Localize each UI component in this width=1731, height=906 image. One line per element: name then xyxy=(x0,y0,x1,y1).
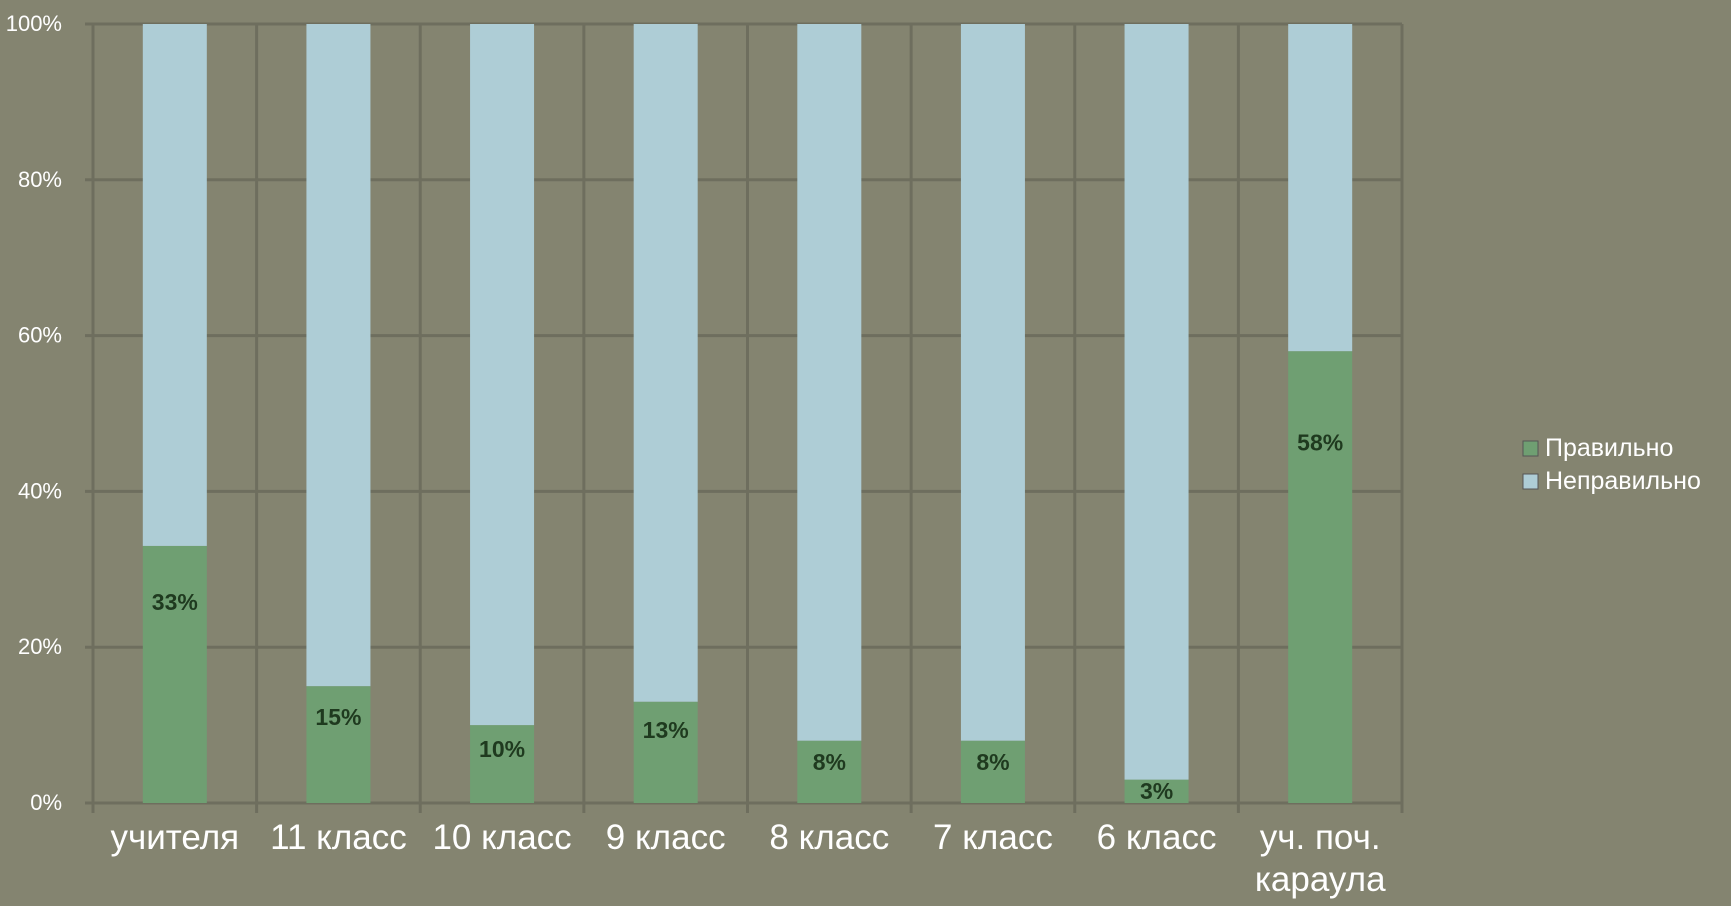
bar-incorrect xyxy=(1288,24,1353,352)
data-label: 33% xyxy=(152,589,198,615)
y-tick-label: 20% xyxy=(18,634,62,659)
bar-correct xyxy=(633,701,698,803)
y-tick-label: 80% xyxy=(18,167,62,192)
y-axis-ticks: 0% 20% 40% 60% 80% 100% xyxy=(6,11,62,815)
x-tick-label: 11 класс xyxy=(270,818,407,857)
bar-incorrect xyxy=(960,24,1025,741)
data-label: 10% xyxy=(479,736,525,762)
bar-correct xyxy=(142,545,207,803)
bar-correct xyxy=(1124,779,1189,803)
data-label: 58% xyxy=(1297,430,1343,456)
bar-correct xyxy=(470,725,535,803)
y-tick-label: 100% xyxy=(6,11,62,36)
bar-incorrect xyxy=(633,24,698,702)
y-tick-label: 0% xyxy=(30,790,62,815)
legend-swatch-incorrect xyxy=(1522,473,1539,490)
x-tick-label: 7 класс xyxy=(933,818,1053,857)
data-label: 3% xyxy=(1140,778,1173,804)
legend: Правильно Неправильно xyxy=(1522,434,1701,495)
x-axis-ticks: учителя 11 класс 10 класс 9 класс 8 класс 7 к… xyxy=(111,818,1387,899)
legend-label-correct: Правильно xyxy=(1545,434,1673,462)
bars xyxy=(142,24,1353,803)
bar-incorrect xyxy=(142,24,207,546)
data-label: 8% xyxy=(976,749,1009,775)
bar-correct xyxy=(306,686,371,803)
bar-correct xyxy=(960,740,1025,803)
legend-label-incorrect: Неправильно xyxy=(1545,467,1701,495)
x-tick-label: учителя xyxy=(111,818,240,857)
gridlines xyxy=(85,22,1404,813)
data-label: 8% xyxy=(813,749,846,775)
bar-incorrect xyxy=(1124,24,1189,780)
x-tick-label: 8 класс xyxy=(769,818,889,857)
bar-incorrect xyxy=(306,24,371,687)
x-tick-label: 10 класс xyxy=(432,818,571,857)
x-tick-label: 9 класс xyxy=(606,818,726,857)
bar-incorrect xyxy=(797,24,862,741)
bar-correct xyxy=(1288,351,1353,803)
x-tick-label: 6 класс xyxy=(1097,818,1217,857)
y-tick-label: 40% xyxy=(18,478,62,503)
x-tick-label: уч. поч. xyxy=(1260,818,1381,857)
data-labels: 33% 15% 10% 13% 8% 8% 3% 58% xyxy=(152,430,1343,804)
data-label: 15% xyxy=(315,704,361,730)
y-tick-label: 60% xyxy=(18,323,62,348)
data-label: 13% xyxy=(643,717,689,743)
legend-swatch-correct xyxy=(1522,440,1539,457)
bar-correct xyxy=(797,740,862,803)
bar-incorrect xyxy=(470,24,535,726)
x-tick-label: караула xyxy=(1255,860,1386,899)
